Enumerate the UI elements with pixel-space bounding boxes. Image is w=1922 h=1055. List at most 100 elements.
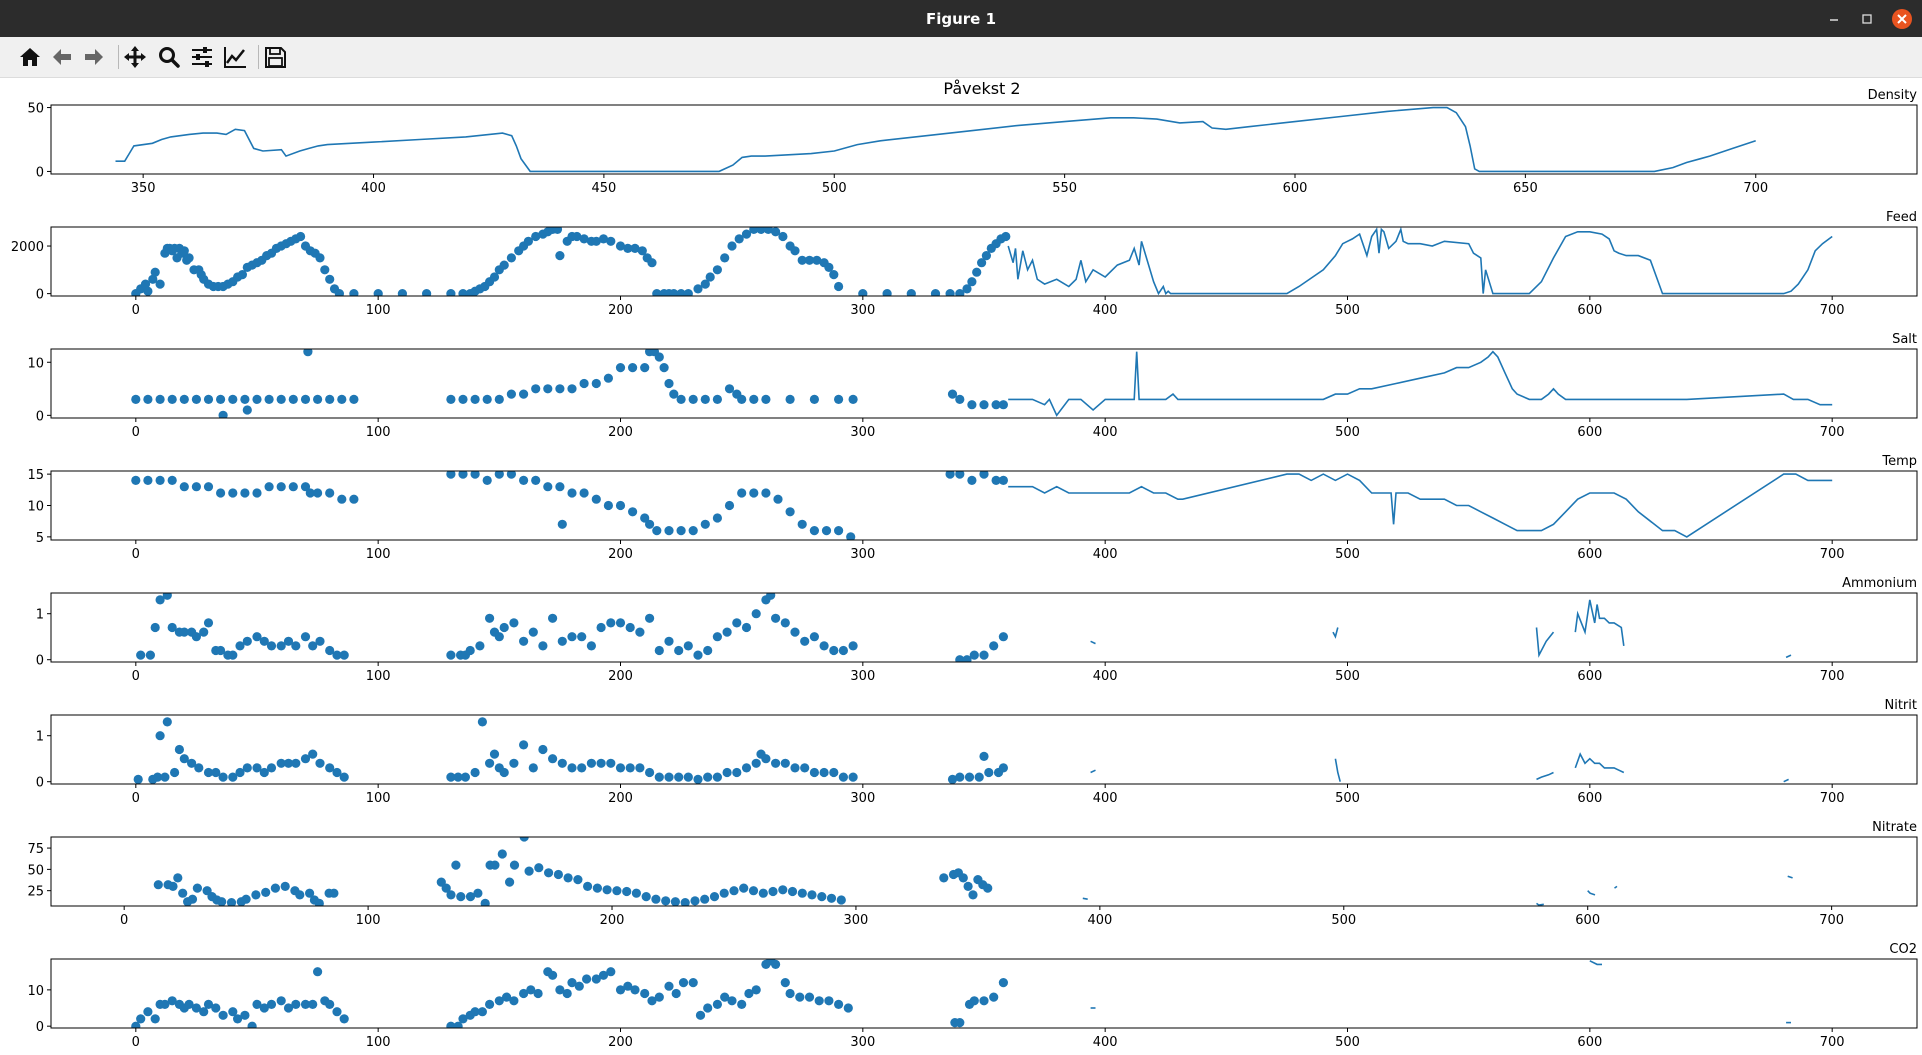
maximize-icon[interactable] <box>1857 9 1877 29</box>
series-line-segment <box>1783 778 1789 783</box>
data-point <box>693 650 703 660</box>
data-point <box>315 758 325 768</box>
subplots-button[interactable] <box>188 43 216 71</box>
x-tick-label: 600 <box>1577 669 1602 684</box>
x-tick-label: 650 <box>1513 181 1538 196</box>
series-line-segment <box>1574 599 1625 647</box>
plot-area <box>153 837 1793 906</box>
data-point <box>761 754 771 764</box>
data-point <box>477 717 487 727</box>
data-point <box>303 349 313 357</box>
save-button[interactable] <box>261 43 289 71</box>
x-tick-label: 500 <box>1331 913 1356 928</box>
data-point <box>962 284 972 294</box>
data-point <box>242 636 252 646</box>
data-point <box>191 1003 201 1013</box>
data-point <box>809 394 820 404</box>
data-point <box>727 996 737 1006</box>
y-tick-label: 75 <box>27 842 44 857</box>
zoom-button[interactable] <box>155 43 183 71</box>
data-point <box>612 886 622 896</box>
data-point <box>790 246 800 256</box>
data-point <box>628 363 638 373</box>
pan-button[interactable] <box>121 43 149 71</box>
data-point <box>276 641 286 651</box>
data-point <box>179 482 189 492</box>
data-point <box>737 394 747 404</box>
data-point <box>557 758 567 768</box>
data-point <box>555 384 565 394</box>
data-point <box>553 869 564 880</box>
data-point <box>145 650 155 660</box>
data-point <box>596 622 606 633</box>
data-point <box>670 897 680 906</box>
data-point <box>761 488 771 498</box>
forward-button[interactable] <box>80 43 108 71</box>
data-point <box>651 894 661 904</box>
data-point <box>836 895 846 905</box>
data-point <box>446 890 456 900</box>
data-point <box>187 758 197 768</box>
x-tick-label: 100 <box>366 1035 391 1050</box>
data-point <box>846 532 856 540</box>
data-point <box>191 632 201 642</box>
data-point <box>652 289 662 296</box>
data-point <box>131 475 141 485</box>
data-point <box>615 618 626 628</box>
x-tick-label: 200 <box>608 425 633 440</box>
data-point <box>548 754 558 764</box>
data-point <box>688 978 698 988</box>
data-point <box>676 289 686 296</box>
data-point <box>291 641 301 651</box>
data-point <box>296 231 306 242</box>
x-tick-label: 300 <box>850 547 875 562</box>
data-point <box>737 488 747 498</box>
axes-button[interactable] <box>221 43 249 71</box>
data-point <box>809 632 820 642</box>
data-point <box>967 475 977 485</box>
data-point <box>314 898 324 906</box>
y-tick-label: 5 <box>36 531 44 546</box>
data-point <box>252 999 262 1010</box>
data-point <box>709 892 720 902</box>
x-tick-label: 700 <box>1820 425 1845 440</box>
data-point <box>628 507 638 517</box>
data-point <box>622 886 632 897</box>
data-point <box>683 772 693 782</box>
data-point <box>906 289 916 296</box>
data-point <box>741 622 752 633</box>
data-point <box>573 875 583 885</box>
data-point <box>700 279 710 289</box>
data-point <box>422 289 432 296</box>
data-point <box>150 1014 160 1024</box>
data-point <box>631 888 642 898</box>
data-point <box>586 758 597 768</box>
data-point <box>955 394 965 404</box>
data-point <box>579 488 589 498</box>
data-point <box>606 967 616 977</box>
close-icon[interactable] <box>1892 9 1912 29</box>
data-point <box>678 978 689 988</box>
data-point <box>647 996 657 1006</box>
home-button[interactable] <box>16 43 44 71</box>
x-tick-label: 400 <box>1093 1035 1118 1050</box>
minimize-icon[interactable] <box>1824 9 1844 29</box>
data-point <box>790 627 800 637</box>
data-point <box>489 272 500 282</box>
back-button[interactable] <box>48 43 76 71</box>
data-point <box>187 894 198 904</box>
data-point <box>191 482 201 492</box>
data-point <box>528 763 538 773</box>
data-point <box>640 988 650 999</box>
x-tick-label: 700 <box>1820 669 1845 684</box>
series-line-segment <box>1090 769 1096 774</box>
data-point <box>458 394 468 404</box>
data-point <box>688 394 698 404</box>
data-point <box>241 894 251 904</box>
data-point <box>838 645 849 656</box>
data-point <box>264 394 274 404</box>
floppy-disk-icon <box>265 47 286 68</box>
series-line-segment <box>1614 885 1618 889</box>
data-point <box>136 1014 146 1024</box>
